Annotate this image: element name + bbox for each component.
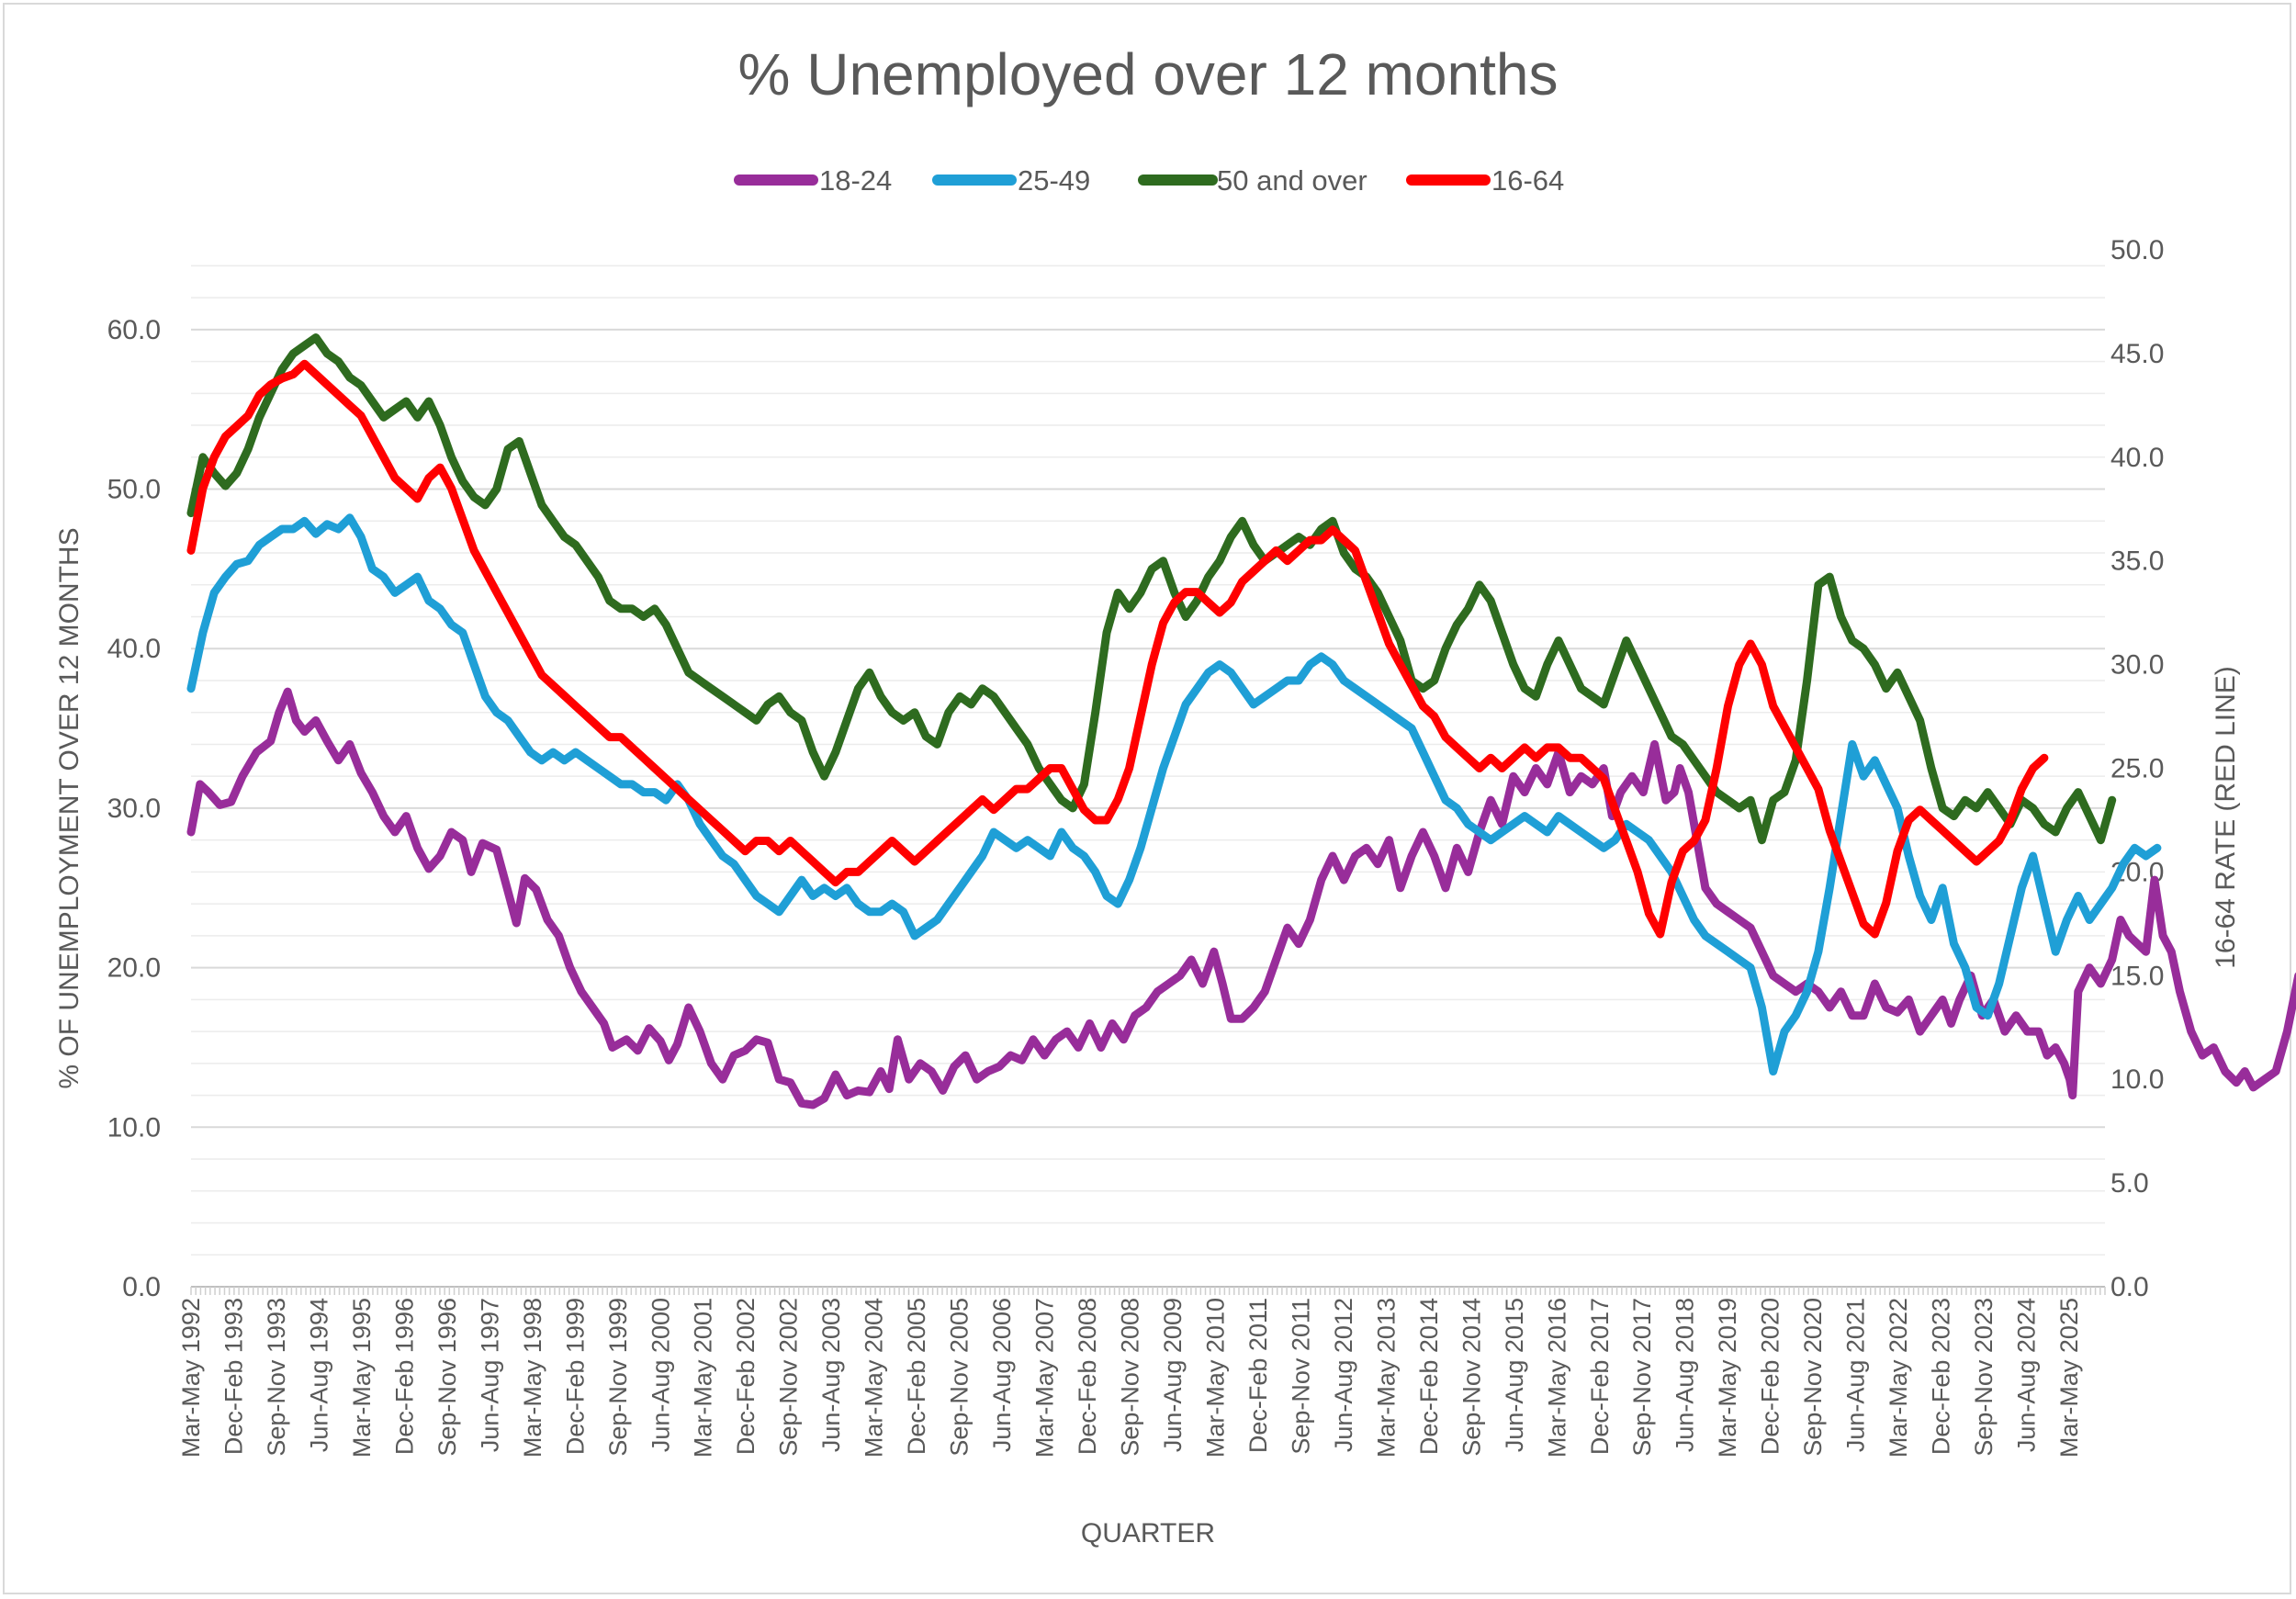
x-tick-label: Mar-May 2019: [1714, 1298, 1741, 1458]
x-tick-label: Dec-Feb 2017: [1586, 1298, 1614, 1455]
series-line-25-49: [186, 513, 2162, 1075]
x-tick-label: Dec-Feb 2023: [1928, 1298, 1955, 1455]
x-tick-label: Mar-May 2007: [1031, 1298, 1059, 1458]
x-tick-label: Dec-Feb 2008: [1074, 1298, 1101, 1455]
x-tick-label: Mar-May 1995: [348, 1298, 376, 1458]
x-tick-label: Mar-May 2010: [1201, 1298, 1229, 1458]
x-tick-label: Mar-May 1998: [519, 1298, 546, 1458]
x-tick-label: Sep-Nov 2005: [946, 1298, 974, 1457]
y-axis-title: % OF UNEMPLOYMENT OVER 12 MONTHS: [54, 527, 84, 1088]
x-axis-labels: Mar-May 1992 Dec-Feb 1993 Sep-Nov 1993 Jun-…: [177, 1298, 2083, 1458]
x-tick-label: Sep-Nov 2020: [1799, 1298, 1827, 1457]
y2-tick-label: 10.0: [2110, 1064, 2164, 1095]
x-tick-label: Jun-Aug 2024: [2013, 1298, 2041, 1452]
x-axis-title: QUARTER: [1081, 1518, 1215, 1548]
x-tick-label: Jun-Aug 2003: [817, 1298, 845, 1452]
gridlines: [191, 265, 2105, 1288]
y2-tick-label: 45.0: [2110, 339, 2164, 369]
series-lines: [186, 333, 2296, 1109]
x-tick-label: Jun-Aug 2015: [1501, 1298, 1528, 1452]
x-tick-label: Sep-Nov 2014: [1458, 1298, 1485, 1457]
x-tick-label: Mar-May 2004: [861, 1298, 888, 1458]
legend-label-25-49: 25-49: [1018, 164, 1090, 197]
x-tick-label: Mar-May 1992: [177, 1298, 205, 1458]
legend: 18-24 25-49 50 and over 16-64: [734, 164, 1564, 197]
legend-label-16-64: 16-64: [1491, 164, 1564, 197]
y-tick-label: 10.0: [107, 1112, 161, 1143]
x-tick-label: Jun-Aug 2018: [1671, 1298, 1699, 1452]
legend-label-18-24: 18-24: [819, 164, 892, 197]
x-tick-label: Jun-Aug 1994: [305, 1298, 332, 1452]
series-line-16-64: [186, 359, 2049, 939]
chart-title: % Unemployed over 12 months: [738, 41, 1559, 107]
y-tick-label: 50.0: [107, 475, 161, 505]
y-tick-label: 20.0: [107, 953, 161, 984]
x-tick-label: Mar-May 2025: [2055, 1298, 2083, 1458]
x-tick-label: Mar-May 2013: [1372, 1298, 1400, 1458]
y2-tick-label: 25.0: [2110, 754, 2164, 784]
left-axis-ticks: 0.0 10.0 20.0 30.0 40.0 50.0 60.0: [107, 315, 161, 1302]
y-tick-label: 60.0: [107, 315, 161, 345]
y2-tick-label: 40.0: [2110, 443, 2164, 473]
y2-tick-label: 35.0: [2110, 546, 2164, 577]
x-tick-label: Dec-Feb 2020: [1757, 1298, 1784, 1455]
x-tick-label: Sep-Nov 2008: [1117, 1298, 1144, 1457]
y2-tick-label: 0.0: [2110, 1272, 2149, 1302]
x-tick-label: Dec-Feb 1993: [219, 1298, 247, 1455]
x-tick-label: Sep-Nov 2023: [1970, 1298, 1998, 1457]
x-tick-label: Jun-Aug 2021: [1842, 1298, 1870, 1452]
x-tick-label: Mar-May 2022: [1885, 1298, 1912, 1458]
y2-tick-label: 30.0: [2110, 650, 2164, 681]
x-tick-label: Sep-Nov 1993: [263, 1298, 290, 1457]
x-tick-label: Mar-May 2001: [690, 1298, 717, 1458]
y-tick-label: 40.0: [107, 634, 161, 664]
y2-tick-label: 5.0: [2110, 1168, 2149, 1199]
x-tick-label: Jun-Aug 2006: [988, 1298, 1016, 1452]
x-tick-label: Dec-Feb 2005: [903, 1298, 930, 1455]
x-tick-label: Dec-Feb 1996: [390, 1298, 418, 1455]
x-axis: [190, 1286, 2106, 1295]
x-tick-label: Sep-Nov 2017: [1628, 1298, 1656, 1457]
x-tick-label: Sep-Nov 2011: [1287, 1298, 1314, 1455]
x-tick-label: Dec-Feb 1999: [561, 1298, 589, 1455]
x-tick-label: Dec-Feb 2011: [1244, 1298, 1272, 1453]
y2-axis-title: 16-64 RATE (RED LINE): [2211, 666, 2241, 969]
legend-label-50-and-over: 50 and over: [1217, 164, 1367, 197]
x-tick-label: Jun-Aug 2000: [647, 1298, 674, 1452]
chart-frame: [3, 3, 2291, 1594]
x-tick-label: Sep-Nov 1996: [433, 1298, 461, 1457]
series-line-18-24: [186, 687, 2296, 1109]
x-tick-label: Dec-Feb 2002: [732, 1298, 760, 1455]
series-line-50-and-over: [186, 333, 2117, 845]
x-tick-label: Jun-Aug 1997: [476, 1298, 503, 1452]
y-tick-label: 0.0: [122, 1272, 161, 1302]
y-tick-label: 30.0: [107, 794, 161, 824]
x-tick-label: Jun-Aug 2009: [1159, 1298, 1187, 1452]
x-tick-label: Mar-May 2016: [1543, 1298, 1570, 1458]
x-tick-label: Jun-Aug 2012: [1330, 1298, 1357, 1452]
x-tick-label: Sep-Nov 2002: [775, 1298, 803, 1457]
y2-tick-label: 15.0: [2110, 961, 2164, 991]
x-tick-label: Sep-Nov 1999: [604, 1298, 632, 1457]
x-tick-label: Dec-Feb 2014: [1415, 1298, 1443, 1455]
y2-tick-label: 50.0: [2110, 235, 2164, 265]
right-axis-ticks: 0.05.010.015.020.025.030.035.040.045.050…: [2110, 235, 2164, 1302]
